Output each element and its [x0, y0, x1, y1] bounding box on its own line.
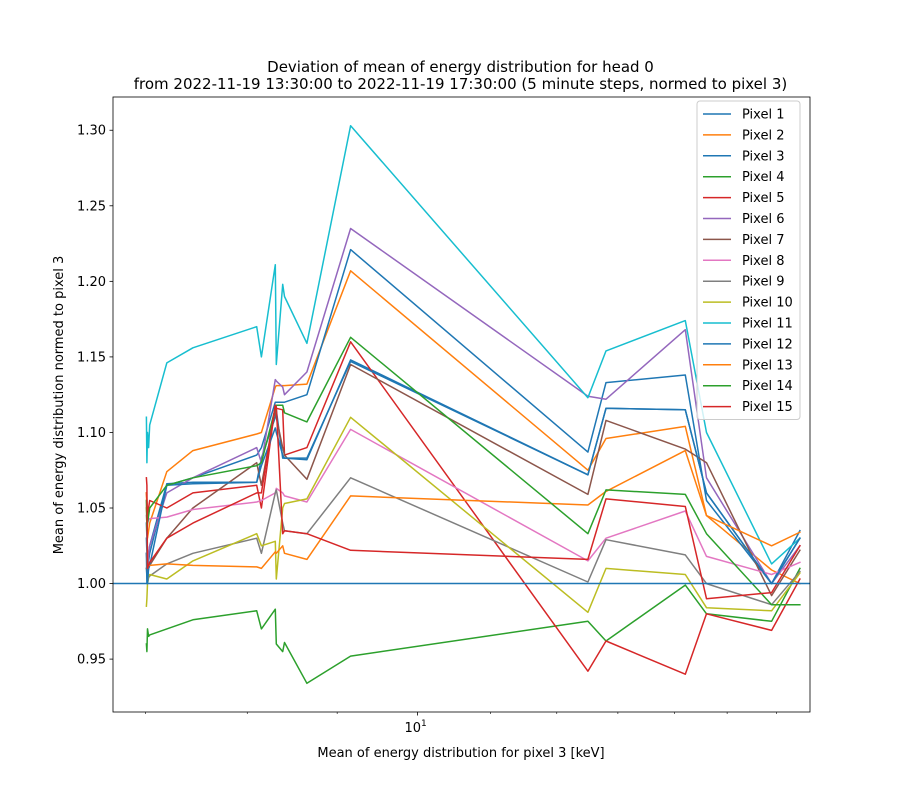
series-line-15 [145, 404, 801, 600]
x-axis-label: Mean of energy distribution for pixel 3 … [317, 746, 604, 761]
axes-layer: 0.95 1.00 1.05 1.10 1.15 1.20 1.25 1.30 101 [77, 96, 811, 736]
legend-label: Pixel 6 [742, 212, 784, 227]
series-line-14 [145, 336, 801, 606]
series-line-12 [145, 360, 801, 585]
series-line-2 [145, 270, 801, 585]
y-tick-label: 1.05 [77, 502, 106, 517]
legend-label: Pixel 9 [742, 275, 784, 290]
legend-label: Pixel 7 [742, 233, 784, 248]
legend-entry: Pixel 13 [703, 358, 793, 373]
legend-box [696, 100, 801, 420]
y-tick-label: 1.25 [77, 199, 106, 214]
series-line-4 [145, 567, 801, 685]
legend-label: Pixel 1 [742, 108, 784, 123]
legend-label: Pixel 15 [742, 400, 793, 415]
legend-entry: Pixel 7 [703, 233, 784, 248]
legend-entry: Pixel 14 [703, 379, 793, 394]
series-layer [113, 124, 810, 685]
legend-label: Pixel 10 [742, 296, 793, 311]
legend-entry: Pixel 8 [703, 254, 784, 269]
legend-entry: Pixel 10 [703, 296, 793, 311]
plot-frame [112, 96, 811, 713]
series-line-8 [145, 428, 801, 576]
legend-entry: Pixel 2 [703, 128, 784, 143]
legend-entry: Pixel 5 [703, 191, 784, 206]
legend-label: Pixel 14 [742, 379, 793, 394]
legend-label: Pixel 3 [742, 149, 784, 164]
series-line-6 [145, 227, 801, 585]
legend-entry: Pixel 3 [703, 149, 784, 164]
legend-label: Pixel 5 [742, 191, 784, 206]
series-line-10 [145, 416, 801, 614]
legend-entry: Pixel 11 [703, 317, 793, 332]
y-tick-label: 0.95 [77, 653, 106, 668]
legend-entry: Pixel 4 [703, 170, 784, 185]
chart-title-group: Deviation of mean of energy distribution… [134, 58, 788, 93]
legend-label: Pixel 4 [742, 170, 784, 185]
y-axis-label: Mean of energy distribution normed to pi… [52, 256, 67, 555]
y-tick-label: 1.30 [77, 124, 106, 139]
legend-entry: Pixel 9 [703, 275, 784, 290]
legend-label: Pixel 8 [742, 254, 784, 269]
legend-label: Pixel 11 [742, 317, 793, 332]
legend-entry: Pixel 6 [703, 212, 784, 227]
y-tick-label: 1.15 [77, 350, 106, 365]
x-tick-label-exponent: 1 [421, 719, 427, 729]
legend-label: Pixel 13 [742, 358, 793, 373]
legend: Pixel 1 Pixel 2 Pixel 3 Pixel 4 Pixel 5 Pixel… [696, 100, 801, 420]
y-tick-label: 1.10 [77, 426, 106, 441]
x-tick-label: 101 [404, 719, 426, 736]
y-tick-label: 1.20 [77, 275, 106, 290]
legend-label: Pixel 2 [742, 128, 784, 143]
legend-entry: Pixel 12 [703, 337, 793, 352]
chart-subtitle: from 2022-11-19 13:30:00 to 2022-11-19 1… [134, 75, 788, 93]
legend-entry: Pixel 1 [703, 108, 784, 123]
chart-title: Deviation of mean of energy distribution… [267, 58, 654, 76]
legend-entry: Pixel 15 [703, 400, 793, 415]
y-tick-label: 1.00 [77, 577, 106, 592]
legend-label: Pixel 12 [742, 337, 793, 352]
series-line-11 [145, 124, 801, 565]
